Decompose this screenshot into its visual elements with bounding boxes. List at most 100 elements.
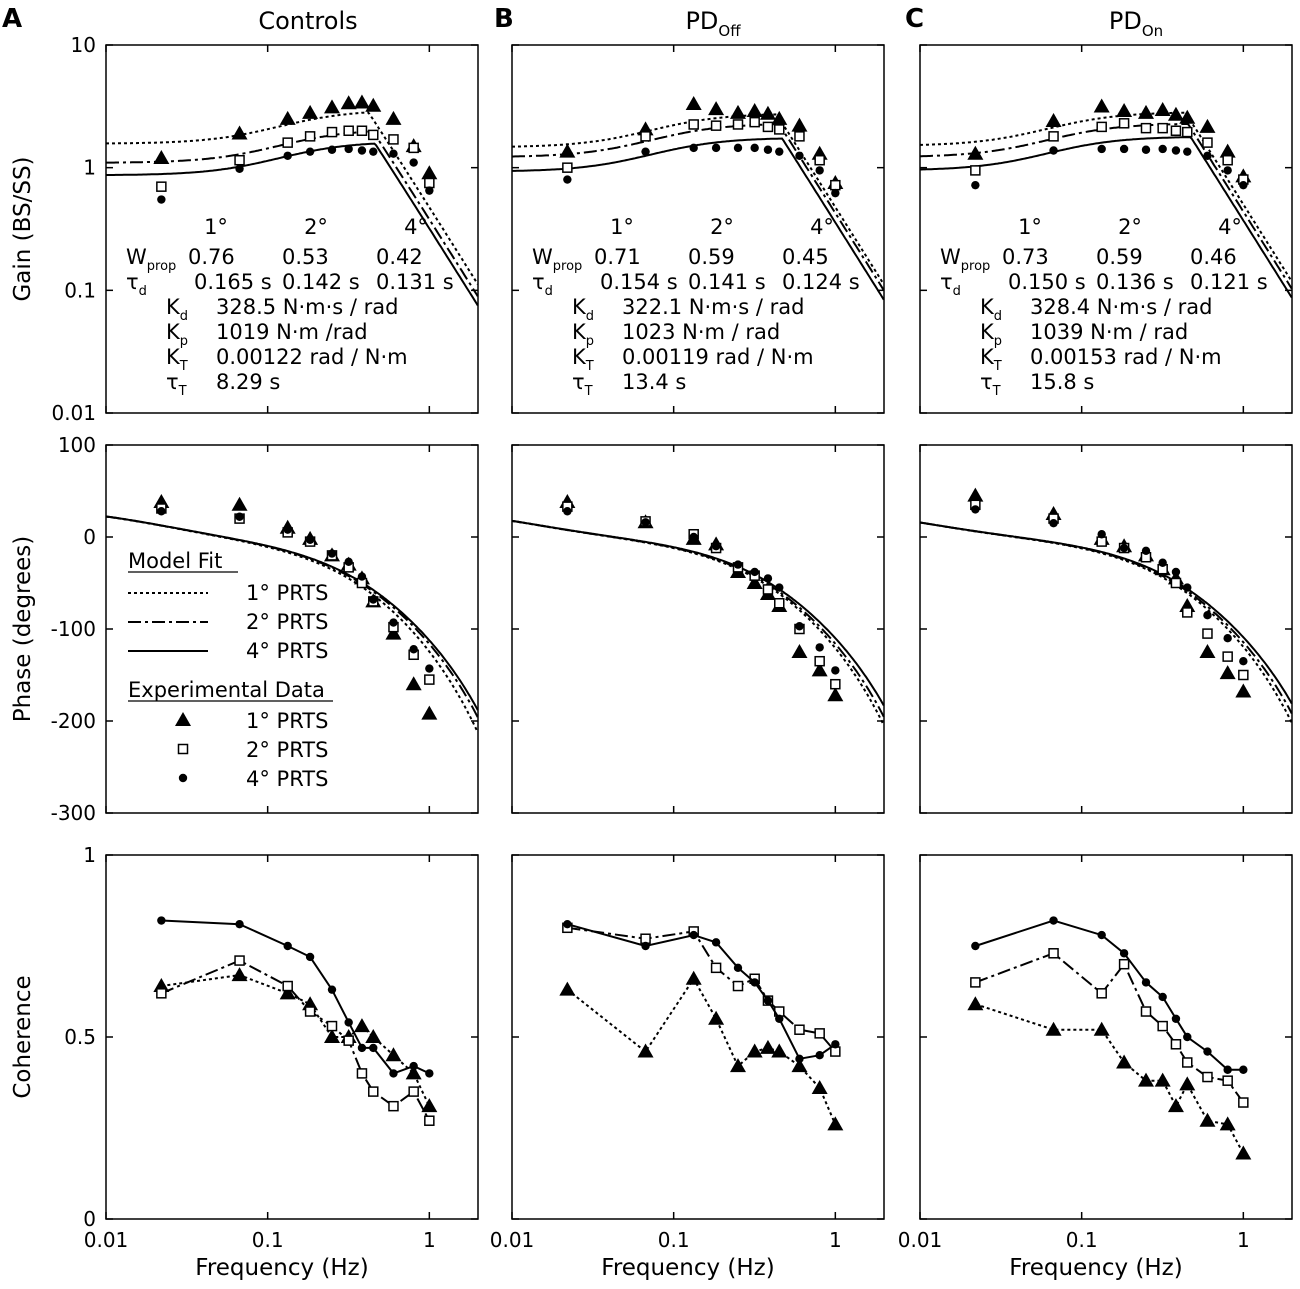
tau-d-label-base: τ: [532, 270, 545, 294]
gain-point-square: [408, 142, 419, 154]
kp-label-base: K: [572, 320, 587, 344]
gain-frame: [919, 44, 1293, 414]
coherence-point-circle: [563, 919, 572, 929]
tau_t-value: 13.4 s: [622, 370, 686, 394]
coherence-point-square: [1096, 988, 1107, 999]
phase-point-circle: [563, 507, 572, 516]
coherence-point-triangle: [1167, 1098, 1184, 1113]
coherence-point-circle: [1141, 978, 1151, 987]
coherence-line-dashdot: [161, 959, 431, 1122]
coherence-frame: [105, 854, 479, 1220]
kp-value: 1023 N·m / rad: [622, 320, 780, 344]
legend-model-label: 4° PRTS: [246, 639, 328, 663]
tau_t-label: τT: [166, 370, 187, 399]
phase-point-circle: [1223, 634, 1232, 643]
coherence-point-circle: [711, 938, 721, 947]
coherence-point-square: [156, 988, 167, 999]
tau-d-label: τd: [940, 270, 961, 299]
gain-panel-1: [511, 44, 885, 414]
gain-point-triangle: [353, 94, 370, 109]
gain-point-circle: [369, 147, 378, 156]
kp-label: Kp: [572, 320, 594, 349]
phase-point-circle: [1097, 530, 1106, 539]
gain-point-circle: [283, 151, 292, 160]
coherence-point-triangle: [1045, 1021, 1062, 1036]
gain-frame: [105, 44, 479, 414]
amplitude-label: 4°: [1218, 215, 1242, 239]
coherence-point-square: [408, 1086, 419, 1097]
gain-point-triangle: [746, 102, 763, 117]
gain-point-circle: [327, 145, 337, 154]
gain-data-1: [559, 96, 844, 198]
coherence-point-triangle: [827, 1116, 844, 1131]
column-title-2-sub: On: [1142, 22, 1163, 40]
phase-point-circle: [1239, 657, 1248, 666]
coherence-point-circle: [344, 1018, 353, 1027]
wprop-value: 0.53: [282, 245, 329, 269]
x-tick-label: 0.1: [658, 1228, 690, 1252]
coherence-point-square: [794, 1024, 805, 1035]
x-tick-label: 1: [829, 1228, 842, 1252]
coherence-point-triangle: [1179, 1076, 1196, 1091]
kd-label-sub: d: [586, 309, 594, 324]
phase-point-circle: [1119, 543, 1129, 553]
kp-label-base: K: [166, 320, 181, 344]
phase-point-square: [1222, 651, 1233, 662]
coherence-point-square: [1157, 1020, 1168, 1032]
kt-label-sub: T: [993, 359, 1002, 374]
y-tick-label: 10: [71, 33, 96, 57]
gain-point-square: [640, 131, 651, 142]
kp-label-sub: p: [180, 334, 188, 349]
phase-model-curves-0: [105, 515, 479, 734]
gain-model-dashdot: [920, 122, 1293, 290]
gain-point-square: [1182, 126, 1193, 138]
phase-point-circle: [971, 505, 980, 514]
coherence-line-solid: [567, 923, 836, 1060]
column-title-2: PDOn: [1109, 7, 1163, 40]
phase-point-circle: [775, 583, 784, 592]
phase-point-circle: [1203, 611, 1212, 620]
gain-point-triangle: [1199, 118, 1216, 133]
gain-point-square: [762, 121, 774, 133]
gain-point-triangle: [1045, 113, 1062, 128]
coherence-data-0: [153, 916, 438, 1126]
gain-point-triangle: [365, 97, 382, 112]
coherence-point-circle: [831, 1040, 840, 1049]
gain-point-circle: [1141, 145, 1151, 154]
y-tick-label: 0.01: [51, 401, 96, 425]
coherence-y-label: Coherence: [10, 975, 36, 1098]
tau_t-label: τT: [572, 370, 593, 399]
gain-data-0: [153, 94, 438, 204]
tau-d-value: 0.154 s: [600, 270, 678, 294]
kp-value: 1019 N·m /rad: [216, 320, 368, 344]
x-axis-label: Frequency (Hz): [195, 1255, 368, 1281]
tau_t-value: 8.29 s: [216, 370, 280, 394]
coherence-point-circle: [1119, 949, 1129, 958]
phase-point-circle: [389, 618, 398, 627]
gain-point-square: [282, 137, 293, 148]
kt-value: 0.00122 rad / N·m: [216, 345, 408, 369]
column-title-0: Controls: [258, 7, 357, 35]
x-tick-label: 0.01: [84, 1228, 129, 1252]
phase-point-triangle: [746, 575, 763, 589]
x-tick-label: 0.1: [1066, 1228, 1098, 1252]
gain-point-triangle: [559, 143, 576, 158]
wprop-value: 0.46: [1190, 245, 1237, 269]
coherence-point-circle: [689, 930, 698, 940]
phase-point-square: [1202, 628, 1213, 639]
gain-point-square: [1140, 122, 1152, 134]
phase-point-circle: [409, 645, 418, 654]
coherence-point-square: [234, 955, 245, 966]
coherence-point-circle: [1171, 1014, 1181, 1023]
gain-point-square: [304, 131, 316, 142]
phase-point-square: [774, 597, 785, 609]
coherence-point-triangle: [771, 1043, 788, 1058]
phase-point-square: [830, 678, 841, 690]
gain-point-square: [970, 165, 981, 176]
coherence-point-square: [1238, 1097, 1249, 1108]
gain-point-circle: [1239, 180, 1248, 190]
phase-point-circle: [425, 664, 434, 673]
phase-point-circle: [357, 572, 367, 581]
